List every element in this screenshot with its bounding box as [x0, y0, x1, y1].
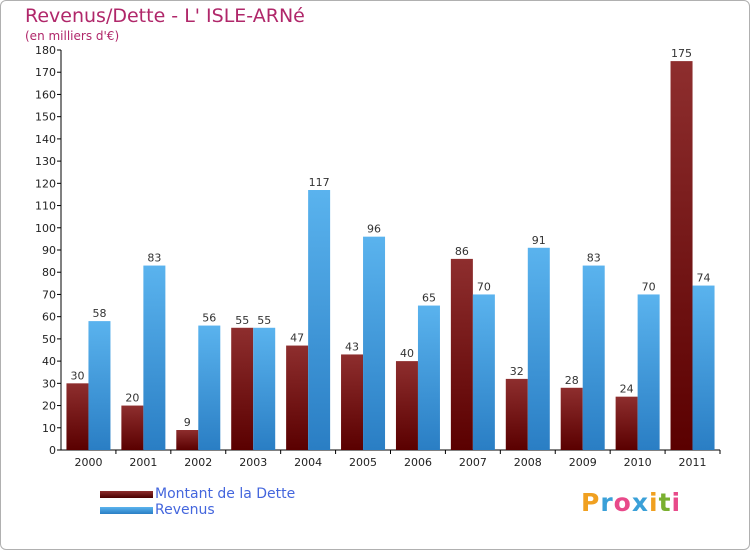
value-label-revenus: 117: [309, 176, 330, 189]
value-label-revenus: 65: [422, 292, 436, 305]
logo-letter: t: [658, 488, 672, 517]
x-tick-label: 2001: [129, 456, 157, 469]
x-tick-label: 2000: [74, 456, 102, 469]
value-label-dette: 24: [620, 383, 634, 396]
bar-dette: [286, 345, 309, 450]
value-label-revenus: 70: [477, 280, 491, 293]
bar-revenus: [253, 327, 276, 450]
legend-item-revenus: Revenus: [100, 502, 295, 518]
bar-revenus: [637, 294, 660, 450]
bar-dette: [176, 430, 199, 450]
y-tick-label: 20: [42, 400, 56, 413]
bar-dette: [121, 405, 144, 450]
x-tick-label: 2006: [404, 456, 432, 469]
value-label-revenus: 74: [697, 272, 711, 285]
bar-dette: [66, 383, 89, 450]
bar-revenus: [527, 247, 550, 450]
value-label-revenus: 83: [587, 252, 601, 265]
x-tick-label: 2007: [459, 456, 487, 469]
bar-revenus: [88, 321, 111, 450]
y-tick-label: 100: [35, 222, 56, 235]
logo-letter: o: [613, 488, 632, 517]
value-label-dette: 175: [671, 47, 692, 60]
bar-revenus: [582, 265, 605, 450]
value-label-dette: 40: [400, 347, 414, 360]
value-label-revenus: 58: [92, 307, 106, 320]
x-tick-label: 2008: [514, 456, 542, 469]
y-tick-label: 0: [49, 444, 56, 457]
logo-letter: i: [649, 488, 659, 517]
bar-dette: [341, 354, 364, 450]
proxiti-logo: Proxiti: [581, 488, 681, 517]
bar-dette: [231, 327, 254, 450]
x-tick-label: 2002: [184, 456, 212, 469]
legend-item-debt: Montant de la Dette: [100, 486, 295, 502]
y-tick-label: 170: [35, 66, 56, 79]
x-tick-label: 2010: [624, 456, 652, 469]
y-tick-label: 140: [35, 133, 56, 146]
value-label-dette: 9: [184, 416, 191, 429]
value-label-dette: 86: [455, 245, 469, 258]
value-label-revenus: 83: [147, 252, 161, 265]
logo-letter: P: [581, 488, 601, 517]
bar-revenus: [308, 190, 331, 450]
y-tick-label: 180: [35, 44, 56, 57]
bar-revenus: [363, 236, 386, 450]
legend-label-debt: Montant de la Dette: [155, 486, 296, 502]
y-tick-label: 150: [35, 111, 56, 124]
bar-revenus: [198, 325, 221, 450]
bar-revenus: [143, 265, 166, 450]
value-label-dette: 32: [510, 365, 524, 378]
bar-revenus: [417, 305, 440, 450]
y-tick-label: 80: [42, 266, 56, 279]
y-tick-label: 130: [35, 155, 56, 168]
y-tick-label: 160: [35, 88, 56, 101]
legend-swatch-revenus: [100, 506, 153, 514]
legend: Montant de la Dette Revenus: [100, 486, 295, 518]
value-label-revenus: 55: [257, 314, 271, 327]
bar-dette: [450, 258, 473, 450]
value-label-dette: 28: [565, 374, 579, 387]
bar-dette: [395, 361, 418, 450]
legend-swatch-debt: [100, 490, 153, 498]
x-tick-label: 2011: [679, 456, 707, 469]
value-label-dette: 55: [235, 314, 249, 327]
value-label-revenus: 96: [367, 223, 381, 236]
y-tick-label: 40: [42, 355, 56, 368]
y-tick-label: 90: [42, 244, 56, 257]
legend-label-revenus: Revenus: [155, 502, 215, 518]
x-tick-label: 2003: [239, 456, 267, 469]
y-tick-label: 50: [42, 333, 56, 346]
x-tick-label: 2004: [294, 456, 322, 469]
bar-dette: [615, 396, 638, 450]
value-label-revenus: 91: [532, 234, 546, 247]
value-label-revenus: 56: [202, 312, 216, 325]
value-label-dette: 47: [290, 332, 304, 345]
y-tick-label: 70: [42, 288, 56, 301]
y-tick-label: 10: [42, 422, 56, 435]
y-tick-label: 120: [35, 177, 56, 190]
logo-letter: i: [671, 488, 682, 517]
bar-dette: [670, 61, 693, 450]
chart-subtitle: (en milliers d'€): [25, 29, 120, 43]
value-label-revenus: 70: [642, 280, 656, 293]
value-label-dette: 30: [70, 369, 84, 382]
chart-title: Revenus/Dette - L' ISLE-ARNé: [25, 5, 305, 27]
bar-revenus: [692, 285, 715, 450]
value-label-dette: 43: [345, 340, 359, 353]
y-tick-label: 110: [35, 200, 56, 213]
y-tick-label: 30: [42, 377, 56, 390]
x-tick-label: 2009: [569, 456, 597, 469]
logo-letter: x: [631, 488, 649, 517]
x-tick-label: 2005: [349, 456, 377, 469]
logo-letter: r: [600, 488, 614, 517]
bar-dette: [505, 378, 528, 450]
y-tick-label: 60: [42, 311, 56, 324]
bar-revenus: [472, 294, 495, 450]
value-label-dette: 20: [125, 392, 139, 405]
bar-dette: [560, 387, 583, 450]
